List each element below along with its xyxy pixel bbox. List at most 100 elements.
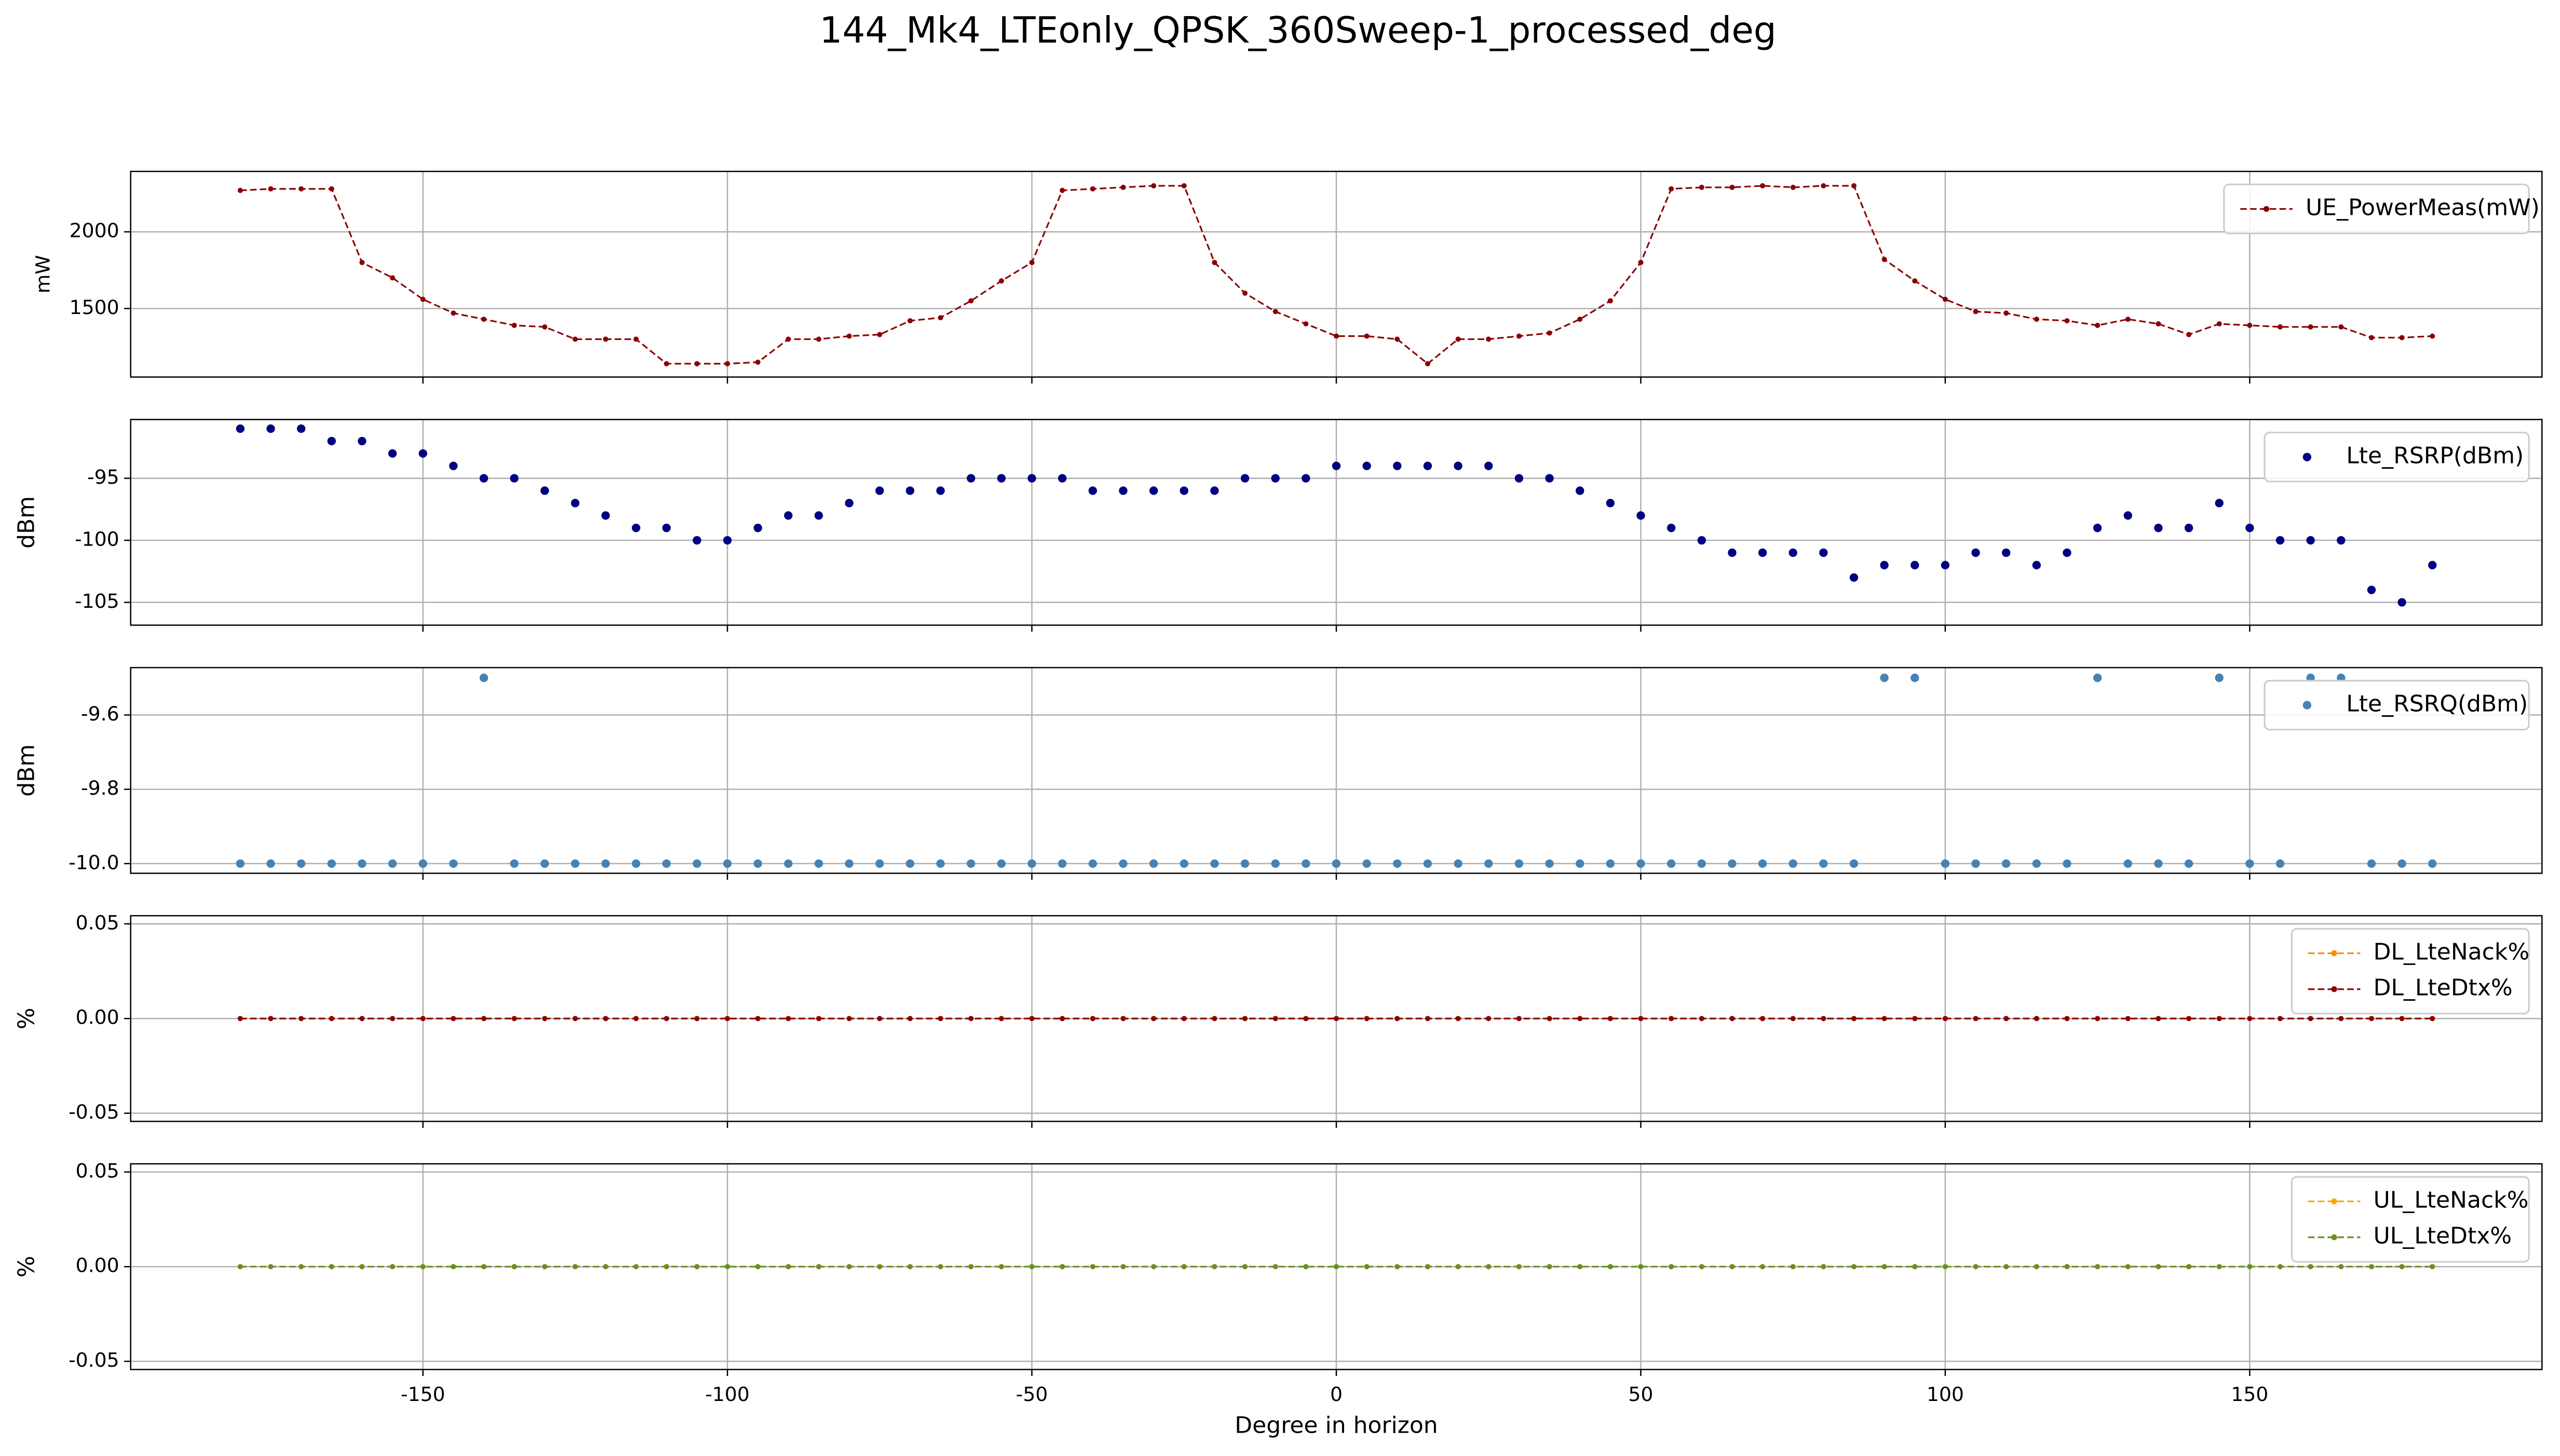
data-point [2186, 1016, 2192, 1022]
data-point [511, 1264, 517, 1270]
data-point [1973, 309, 1979, 315]
data-point [2245, 523, 2254, 533]
legend-box [2291, 1176, 2530, 1263]
data-point [329, 1016, 334, 1022]
y-tick-label: -10.0 [69, 851, 119, 874]
data-point [1607, 1264, 1613, 1270]
data-point [542, 324, 548, 330]
data-point [936, 859, 945, 868]
legend-box [2264, 431, 2530, 483]
data-point [1575, 486, 1584, 495]
data-point [1119, 859, 1128, 868]
data-point [2154, 523, 2163, 533]
y-tick-label: -105 [75, 590, 119, 613]
data-point [2001, 548, 2011, 557]
data-point [1758, 859, 1767, 868]
data-point [2156, 321, 2161, 326]
data-point [1881, 1264, 1887, 1270]
legend-box [2223, 183, 2530, 235]
data-point [907, 1016, 913, 1022]
data-point [1120, 1264, 1126, 1270]
data-point [632, 859, 641, 868]
x-tick-label: 150 [2231, 1383, 2268, 1406]
data-point [2277, 324, 2283, 330]
data-point [753, 523, 762, 533]
data-point [1271, 859, 1280, 868]
data-point [1729, 1264, 1735, 1270]
data-point [997, 474, 1006, 483]
data-point [2308, 324, 2313, 330]
data-point [1394, 1264, 1400, 1270]
data-point [2184, 523, 2193, 533]
data-point [633, 336, 639, 342]
data-point [510, 859, 519, 868]
subplot: -10.0 -9.8 -9.6 dBm Lte_RSRQ(dBm) [13, 666, 2543, 880]
data-point [601, 511, 610, 520]
data-point [540, 486, 549, 495]
data-point [2003, 1264, 2009, 1270]
data-point [1151, 183, 1157, 188]
data-point [1851, 1016, 1857, 1022]
data-point [481, 316, 486, 322]
x-tick-label: 50 [1628, 1383, 1653, 1406]
data-point [968, 1016, 974, 1022]
data-point [877, 1016, 883, 1022]
legend-marker [2302, 453, 2311, 461]
data-point [1819, 859, 1828, 868]
data-point [1729, 184, 1735, 190]
data-point [1912, 278, 1918, 284]
data-point [1669, 186, 1674, 192]
data-point [2247, 1264, 2253, 1270]
subplot: -150 -100 -50 0 50 100 150 -0.05 0.00 0.05% Degree… [13, 1159, 2543, 1438]
data-point [2186, 332, 2192, 337]
data-point [694, 1016, 700, 1022]
data-point [2399, 335, 2405, 341]
data-point [907, 318, 913, 324]
data-point [1941, 561, 1950, 569]
data-point [1181, 1016, 1187, 1022]
data-point [1759, 1016, 1766, 1022]
data-point [1151, 1264, 1157, 1270]
data-point [1394, 336, 1400, 342]
data-point [1790, 184, 1796, 190]
data-point [268, 1264, 274, 1270]
data-point [603, 1264, 608, 1270]
y-tick-label: 1500 [70, 296, 119, 319]
data-point [1636, 511, 1645, 520]
data-point [2368, 1016, 2374, 1022]
data-point [1119, 486, 1128, 495]
data-point [2399, 1264, 2405, 1270]
data-point [2338, 324, 2344, 330]
data-point [1088, 859, 1098, 868]
data-point [449, 859, 458, 868]
data-point [1912, 1264, 1918, 1270]
data-point [1271, 474, 1280, 483]
data-point [1423, 461, 1432, 470]
x-tick-label: 0 [1330, 1383, 1343, 1406]
data-point [449, 461, 458, 470]
data-point [601, 859, 610, 868]
data-point [2398, 598, 2406, 607]
data-point [1455, 1264, 1461, 1270]
data-point [816, 336, 822, 342]
data-point [1759, 1264, 1766, 1270]
data-point [1486, 336, 1492, 342]
legend-box [2264, 679, 2530, 731]
data-point [1302, 859, 1310, 868]
data-point [358, 437, 367, 445]
data-point [1547, 1016, 1552, 1022]
data-point [1699, 1264, 1704, 1270]
data-point [1911, 561, 1919, 569]
data-point [389, 1016, 396, 1022]
data-point [1851, 183, 1857, 188]
data-point [1454, 859, 1462, 868]
data-point [998, 1264, 1004, 1270]
data-point [2125, 1016, 2131, 1022]
data-point [2275, 859, 2285, 868]
data-point [418, 449, 427, 458]
data-point [905, 859, 915, 868]
axes-frame [130, 1163, 2543, 1370]
data-point [846, 333, 852, 339]
data-point [1181, 183, 1187, 188]
data-point [481, 1264, 486, 1270]
